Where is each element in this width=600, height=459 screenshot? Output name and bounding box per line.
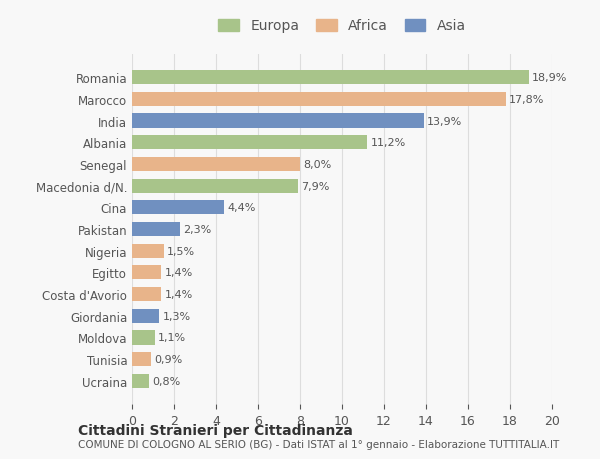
- Text: COMUNE DI COLOGNO AL SERIO (BG) - Dati ISTAT al 1° gennaio - Elaborazione TUTTIT: COMUNE DI COLOGNO AL SERIO (BG) - Dati I…: [78, 440, 559, 449]
- Bar: [132, 330, 155, 345]
- Text: 1,3%: 1,3%: [163, 311, 191, 321]
- Text: 2,3%: 2,3%: [184, 224, 212, 235]
- Bar: [132, 223, 181, 236]
- Bar: [132, 374, 149, 388]
- Bar: [132, 244, 163, 258]
- Text: 1,1%: 1,1%: [158, 333, 187, 343]
- Text: Cittadini Stranieri per Cittadinanza: Cittadini Stranieri per Cittadinanza: [78, 423, 353, 437]
- Bar: [132, 201, 224, 215]
- Bar: [132, 287, 161, 302]
- Text: 1,4%: 1,4%: [164, 290, 193, 299]
- Text: 4,4%: 4,4%: [227, 203, 256, 213]
- Text: 7,9%: 7,9%: [301, 181, 329, 191]
- Text: 18,9%: 18,9%: [532, 73, 568, 83]
- Bar: [132, 157, 300, 172]
- Text: 0,9%: 0,9%: [154, 354, 182, 364]
- Bar: [132, 309, 160, 323]
- Bar: [132, 353, 151, 366]
- Text: 13,9%: 13,9%: [427, 116, 463, 126]
- Bar: [132, 136, 367, 150]
- Text: 1,5%: 1,5%: [167, 246, 195, 256]
- Bar: [132, 266, 161, 280]
- Text: 1,4%: 1,4%: [164, 268, 193, 278]
- Text: 17,8%: 17,8%: [509, 95, 544, 105]
- Bar: [132, 179, 298, 193]
- Text: 0,8%: 0,8%: [152, 376, 180, 386]
- Text: 8,0%: 8,0%: [303, 160, 331, 169]
- Bar: [132, 71, 529, 85]
- Text: 11,2%: 11,2%: [370, 138, 406, 148]
- Bar: [132, 93, 506, 106]
- Legend: Europa, Africa, Asia: Europa, Africa, Asia: [215, 17, 469, 36]
- Bar: [132, 114, 424, 129]
